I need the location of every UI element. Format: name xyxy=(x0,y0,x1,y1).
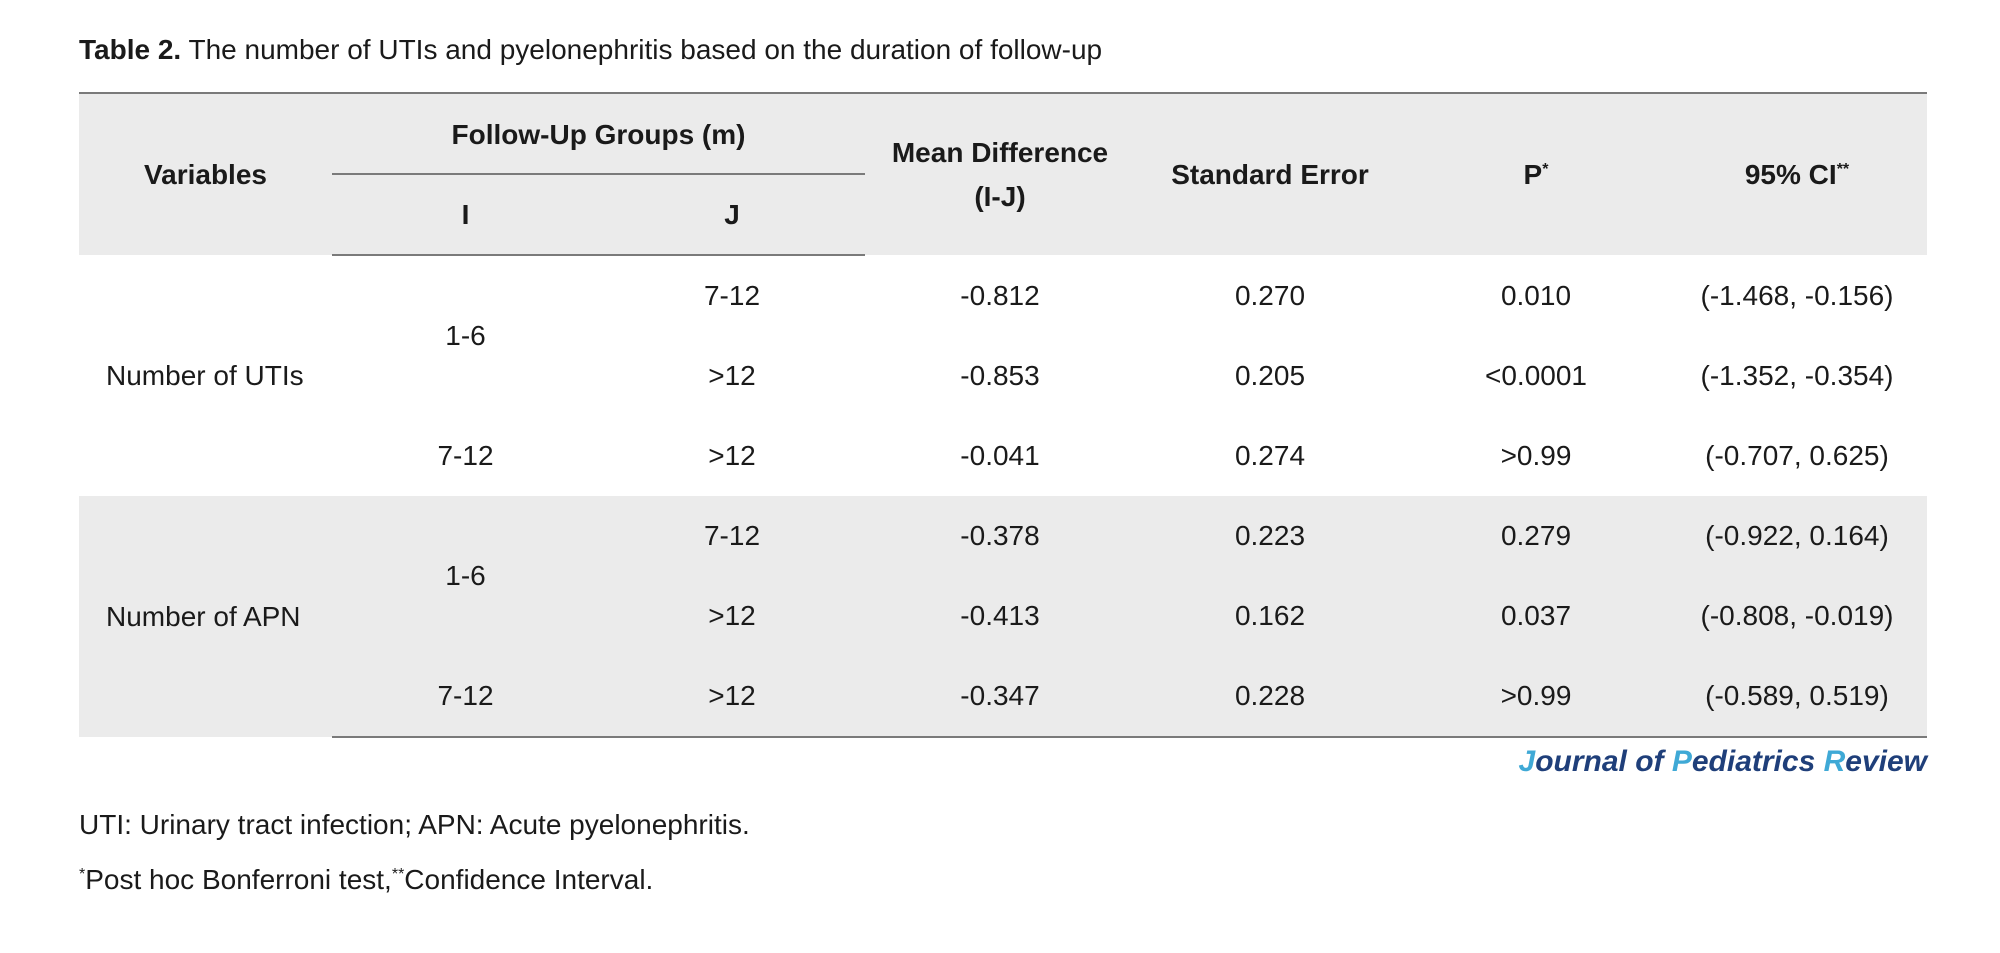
journal-logo-ournal-of: ournal of xyxy=(1535,745,1672,778)
header-mean-difference-line2: (I-J) xyxy=(974,180,1026,212)
header-p-label: P xyxy=(1523,158,1543,190)
table-row: Number of UTIs 1-6 7-12 -0.812 0.270 0.0… xyxy=(79,255,1927,391)
footnote-abbreviations: UTI: Urinary tract infection; APN: Acute… xyxy=(79,809,750,840)
cell-i: 7-12 xyxy=(332,656,599,738)
header-follow-up-groups-label: Follow-Up Groups (m) xyxy=(451,118,746,150)
cell-standard-error: 0.162 xyxy=(1135,576,1405,656)
cell-i: 1-6 xyxy=(445,320,486,351)
header-group-rule xyxy=(332,173,865,175)
cell-j: >12 xyxy=(708,440,756,471)
cell-mean-difference: -0.347 xyxy=(865,656,1135,738)
footnote-mark-2: ** xyxy=(391,866,405,883)
cell-p: 0.037 xyxy=(1405,576,1667,656)
footnote-test: Post hoc Bonferroni test, xyxy=(85,864,392,895)
cell-ci: (-1.352, -0.354) xyxy=(1700,360,1894,391)
cell-j: >12 xyxy=(708,360,756,391)
table-row: 7-12 >12 -0.041 0.274 >0.99 (-0.707, 0.6… xyxy=(79,416,1927,496)
results-table: Variables Follow-Up Groups (m) Mean Diff… xyxy=(79,92,1927,738)
cell-ci: (-0.808, -0.019) xyxy=(1667,576,1927,656)
cell-j: 7-12 xyxy=(599,496,865,576)
header-follow-up-groups: Follow-Up Groups (m) xyxy=(332,93,865,175)
journal-logo-ediatrics: ediatrics xyxy=(1691,745,1824,778)
header-j: J xyxy=(599,175,865,256)
cell-ci: (-1.468, -0.156) xyxy=(1700,279,1894,311)
cell-standard-error: 0.223 xyxy=(1135,496,1405,576)
table-row: >12 -0.413 0.162 0.037 (-0.808, -0.019) xyxy=(79,576,1927,656)
header-ci-mark: ** xyxy=(1836,160,1850,178)
variable-cell: Number of APN xyxy=(79,496,332,737)
cell-ci: (-0.589, 0.519) xyxy=(1667,656,1927,738)
cell-p: <0.0001 xyxy=(1485,360,1587,391)
header-ci-label: 95% CI xyxy=(1744,158,1837,190)
cell-p: 0.010 xyxy=(1500,279,1572,311)
table-row: Number of APN 1-6 7-12 -0.378 0.223 0.27… xyxy=(79,496,1927,737)
cell-mean-difference: -0.413 xyxy=(865,576,1135,656)
table-row: 7-12 >12 -0.347 0.228 >0.99 (-0.589, 0.5… xyxy=(79,656,1927,738)
cell-standard-error: 0.228 xyxy=(1135,656,1405,738)
table-header: Variables Follow-Up Groups (m) Mean Diff… xyxy=(79,93,1927,256)
group-utis: Number of UTIs 1-6 7-12 -0.812 0.270 0.0… xyxy=(79,255,1927,496)
group-apn: Number of APN 1-6 7-12 -0.378 0.223 0.27… xyxy=(79,496,1927,738)
cell-ci: (-0.707, 0.625) xyxy=(1705,440,1889,471)
caption-label: Table 2. xyxy=(79,34,182,65)
header-standard-error: Standard Error xyxy=(1135,93,1405,255)
cell-standard-error: 0.274 xyxy=(1234,440,1306,471)
footnote-marks: *Post hoc Bonferroni test,**Confidence I… xyxy=(79,864,653,896)
header-p-mark: * xyxy=(1542,160,1549,178)
cell-p: 0.279 xyxy=(1405,496,1667,576)
header-i: I xyxy=(332,175,599,256)
cell-mean-difference: -0.041 xyxy=(960,440,1040,471)
caption-text: The number of UTIs and pyelonephritis ba… xyxy=(188,34,1103,65)
cell-mean-difference: -0.853 xyxy=(960,360,1040,391)
header-mean-difference: Mean Difference (I-J) xyxy=(865,93,1135,255)
journal-logo: Journal of Pediatrics Review xyxy=(1519,745,1928,779)
table-row: >12 -0.853 0.205 <0.0001 (-1.352, -0.354… xyxy=(79,336,1927,416)
journal-logo-eview: eview xyxy=(1845,745,1927,778)
cell-standard-error: 0.205 xyxy=(1234,360,1306,391)
header-p: P* xyxy=(1405,93,1667,255)
journal-logo-j: J xyxy=(1518,745,1536,778)
cell-i: 7-12 xyxy=(437,440,494,471)
cell-mean-difference: -0.378 xyxy=(865,496,1135,576)
cell-j: >12 xyxy=(599,656,865,738)
cell-j: >12 xyxy=(599,576,865,656)
table-caption: Table 2. The number of UTIs and pyelonep… xyxy=(79,34,1102,66)
cell-mean-difference: -0.812 xyxy=(960,279,1040,311)
journal-logo-p: P xyxy=(1671,745,1692,778)
variable-cell: Number of UTIs xyxy=(106,359,304,391)
cell-j: 7-12 xyxy=(703,280,761,311)
journal-logo-r: R xyxy=(1823,745,1846,778)
header-variables: Variables xyxy=(79,93,332,255)
cell-p: >0.99 xyxy=(1405,656,1667,738)
footnote-ci: Confidence Interval. xyxy=(404,864,654,895)
cell-i: 1-6 xyxy=(332,496,599,656)
header-ci: 95% CI** xyxy=(1667,93,1927,255)
cell-standard-error: 0.270 xyxy=(1234,279,1306,311)
cell-ci: (-0.922, 0.164) xyxy=(1667,496,1927,576)
footnote-mark-1: * xyxy=(79,866,86,883)
cell-p: >0.99 xyxy=(1500,440,1572,471)
header-mean-difference-line1: Mean Difference xyxy=(891,136,1109,168)
